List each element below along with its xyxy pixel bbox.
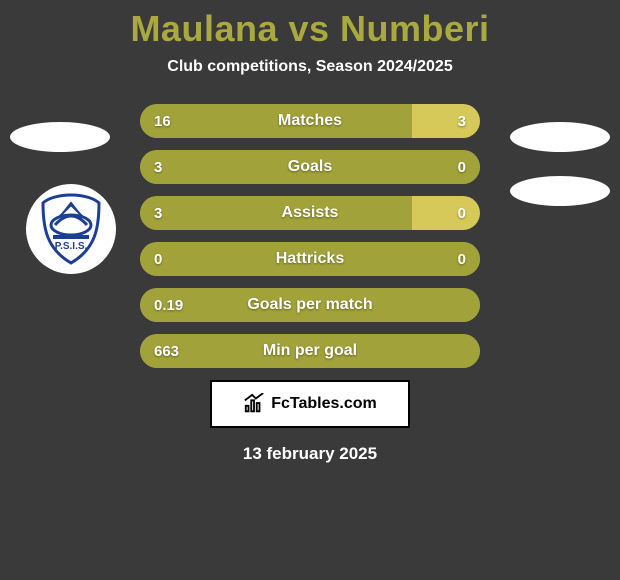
brand-text: FcTables.com (271, 395, 377, 413)
stat-value-right: 0 (458, 150, 466, 184)
subtitle: Club competitions, Season 2024/2025 (0, 58, 620, 76)
stat-value-right: 0 (458, 242, 466, 276)
stat-value-right: 3 (458, 104, 466, 138)
team-left-ellipse-icon (10, 122, 110, 152)
comparison-bars: 16Matches33Goals03Assists00Hattricks00.1… (140, 104, 480, 368)
date-text: 13 february 2025 (0, 444, 620, 464)
stat-label: Goals (140, 150, 480, 184)
stat-label: Hattricks (140, 242, 480, 276)
stat-value-right: 0 (458, 196, 466, 230)
stat-label: Min per goal (140, 334, 480, 368)
page-title: Maulana vs Numberi (0, 8, 620, 50)
brand-badge: FcTables.com (210, 380, 410, 428)
stat-row: 0Hattricks0 (140, 242, 480, 276)
stats-area: 16Matches33Goals03Assists00Hattricks00.1… (0, 104, 620, 464)
stat-row: 3Goals0 (140, 150, 480, 184)
stat-label: Goals per match (140, 288, 480, 322)
stat-row: 3Assists0 (140, 196, 480, 230)
team-right-ellipse2-icon (510, 176, 610, 206)
chart-icon (243, 393, 265, 415)
stat-row: 663Min per goal (140, 334, 480, 368)
stat-label: Matches (140, 104, 480, 138)
team-right-ellipse-icon (510, 122, 610, 152)
stat-row: 0.19Goals per match (140, 288, 480, 322)
svg-text:P.S.I.S.: P.S.I.S. (55, 241, 88, 252)
stat-label: Assists (140, 196, 480, 230)
stat-row: 16Matches3 (140, 104, 480, 138)
team-left-crest-icon: P.S.I.S. (26, 184, 116, 274)
